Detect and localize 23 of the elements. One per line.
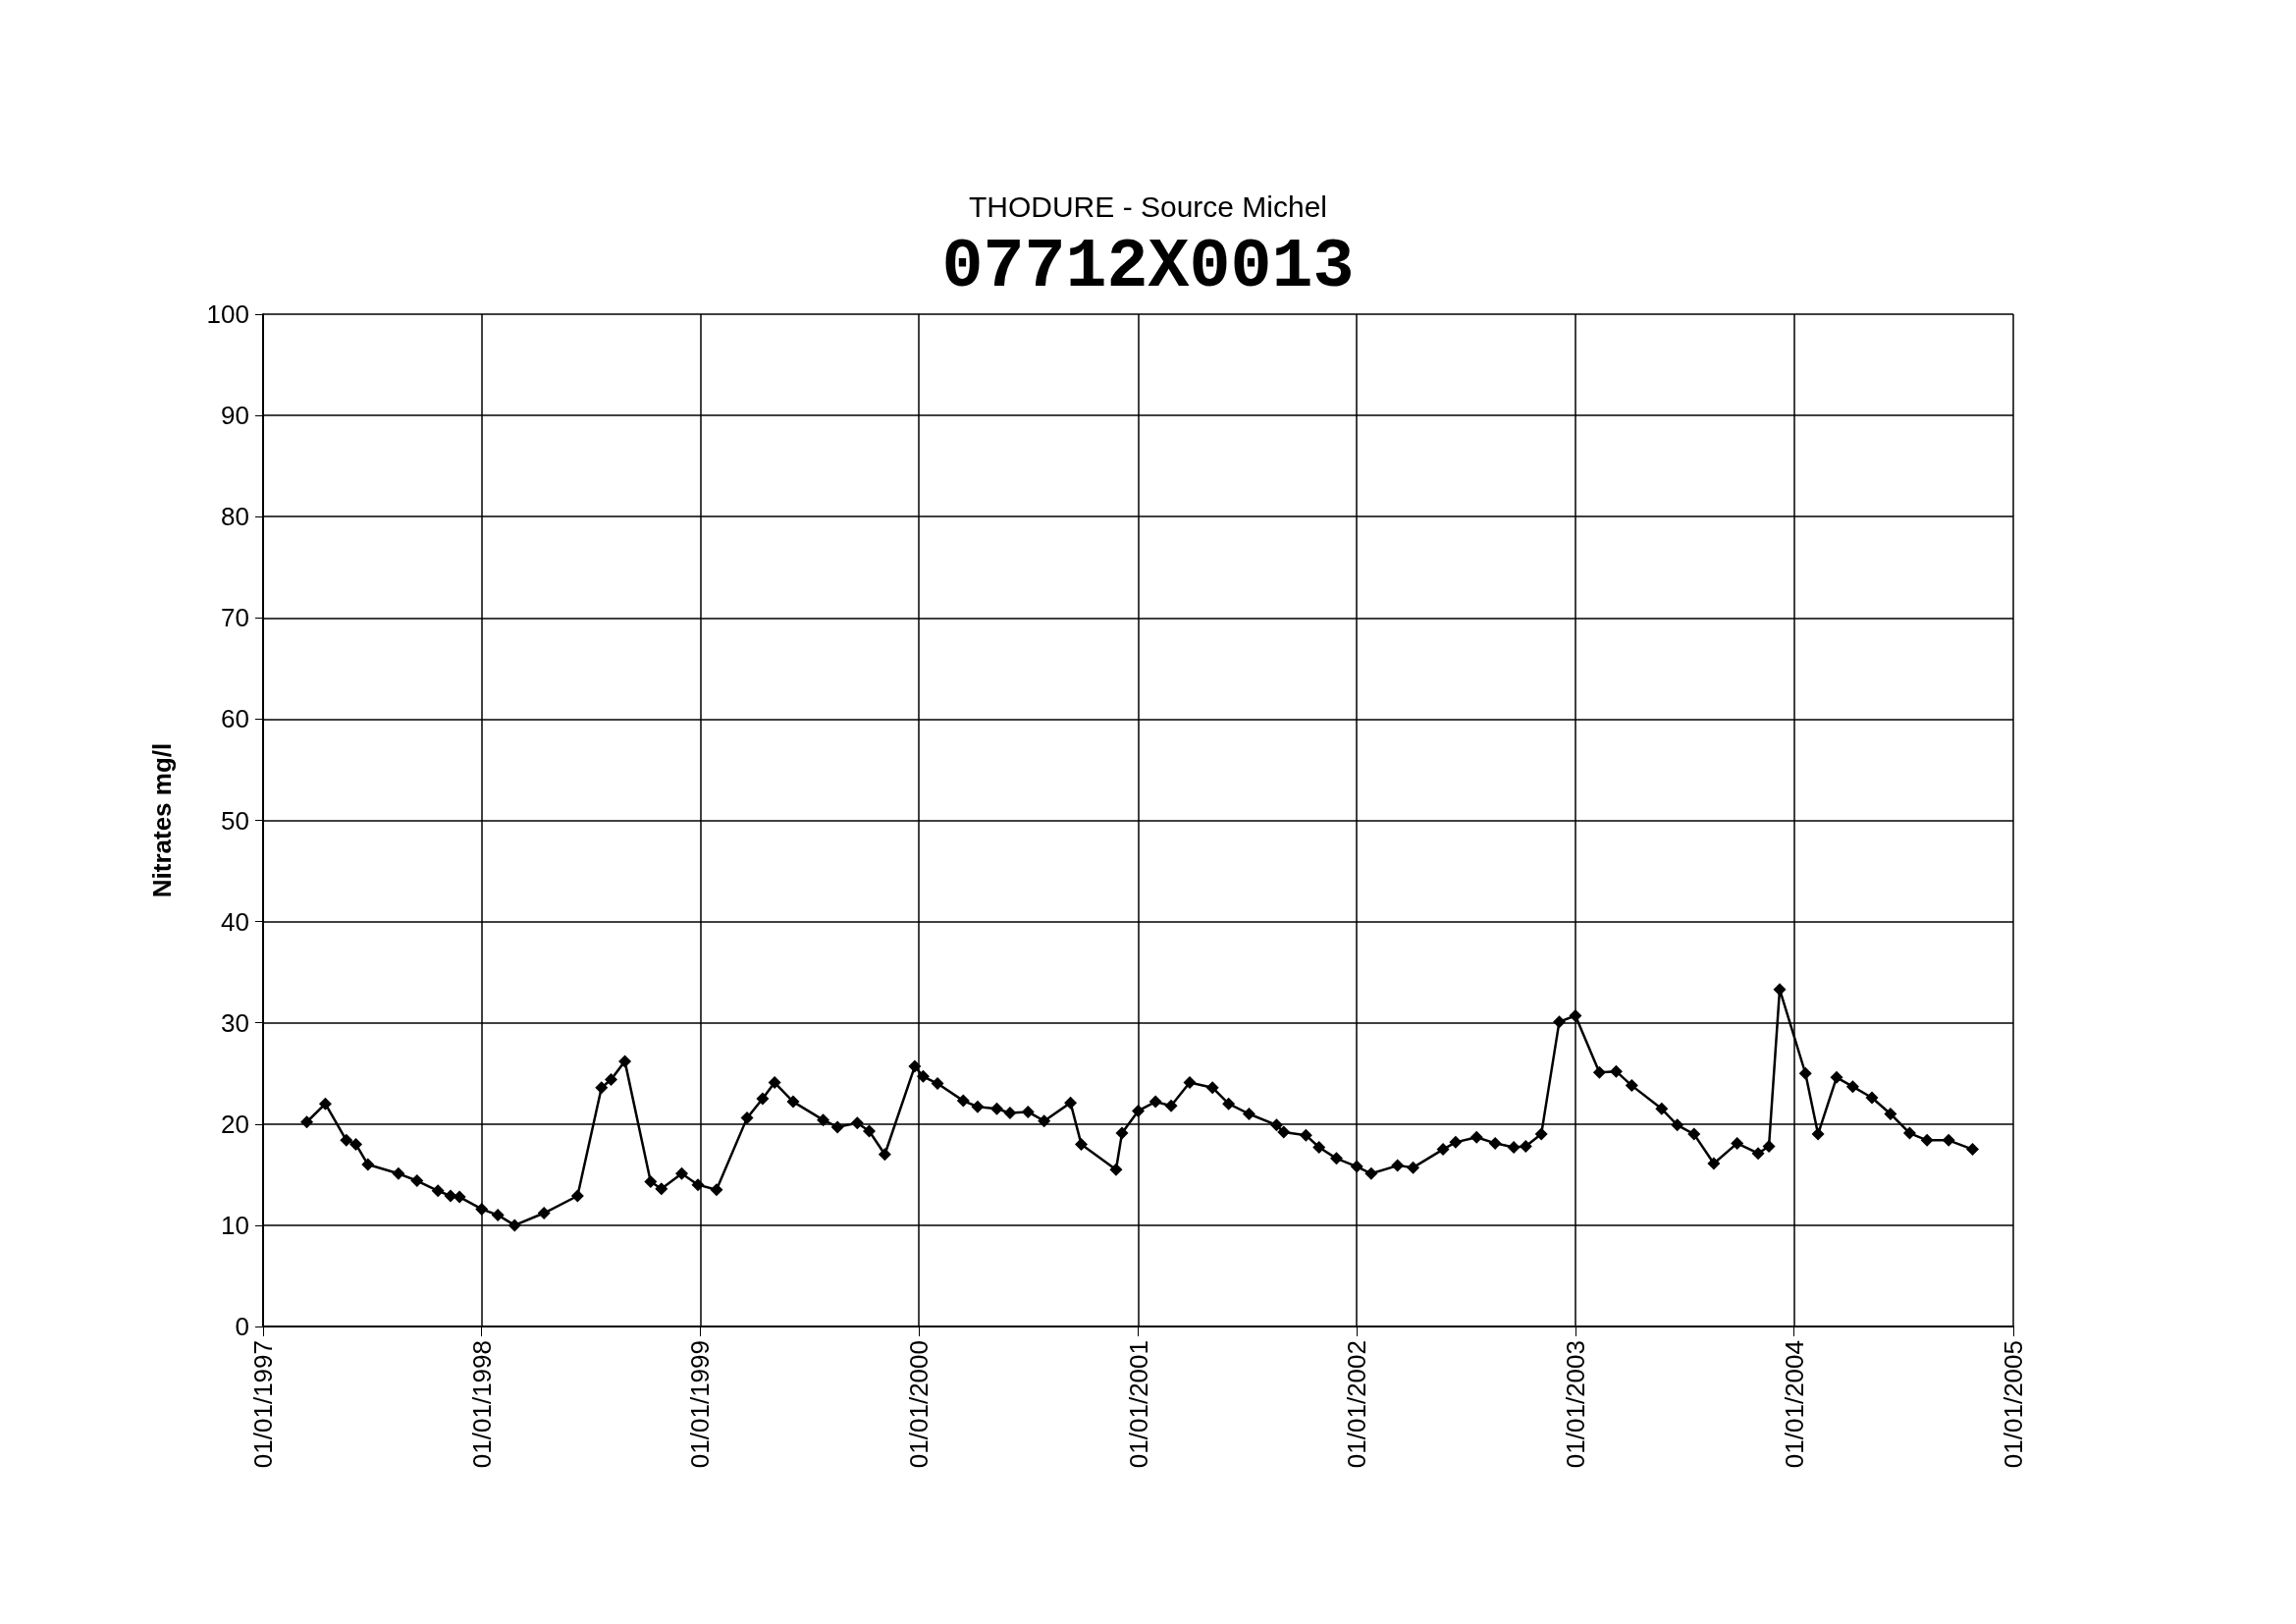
y-tick-label: 40 [221,906,249,937]
x-tick-label: 01/01/1998 [466,1340,497,1469]
x-tick-label: 01/01/2004 [1779,1340,1809,1469]
y-tick-label: 50 [221,805,249,836]
x-tick-label: 01/01/2001 [1123,1340,1153,1469]
chart-title: THODURE - Source Michel [968,189,1328,223]
x-tick-label: 01/01/2005 [1999,1340,2028,1469]
y-axis-title: Nitrates mg/l [147,742,177,898]
y-tick-label: 80 [221,502,249,532]
y-tick-label: 60 [221,704,249,734]
x-tick-label: 01/01/2002 [1342,1340,1372,1469]
x-tick-label: 01/01/1999 [685,1340,716,1469]
y-tick-label: 10 [221,1210,249,1240]
y-tick-label: 90 [221,401,249,431]
y-tick-label: 0 [235,1312,249,1341]
x-tick-label: 01/01/2003 [1560,1340,1590,1469]
y-tick-label: 30 [221,1007,249,1038]
y-tick-label: 70 [221,603,249,633]
x-tick-label: 01/01/2000 [904,1340,934,1469]
x-tick-label: 01/01/1997 [248,1340,278,1469]
y-tick-label: 100 [206,299,249,329]
chart-subtitle: 07712X0013 [941,228,1355,306]
y-tick-label: 20 [221,1109,249,1139]
